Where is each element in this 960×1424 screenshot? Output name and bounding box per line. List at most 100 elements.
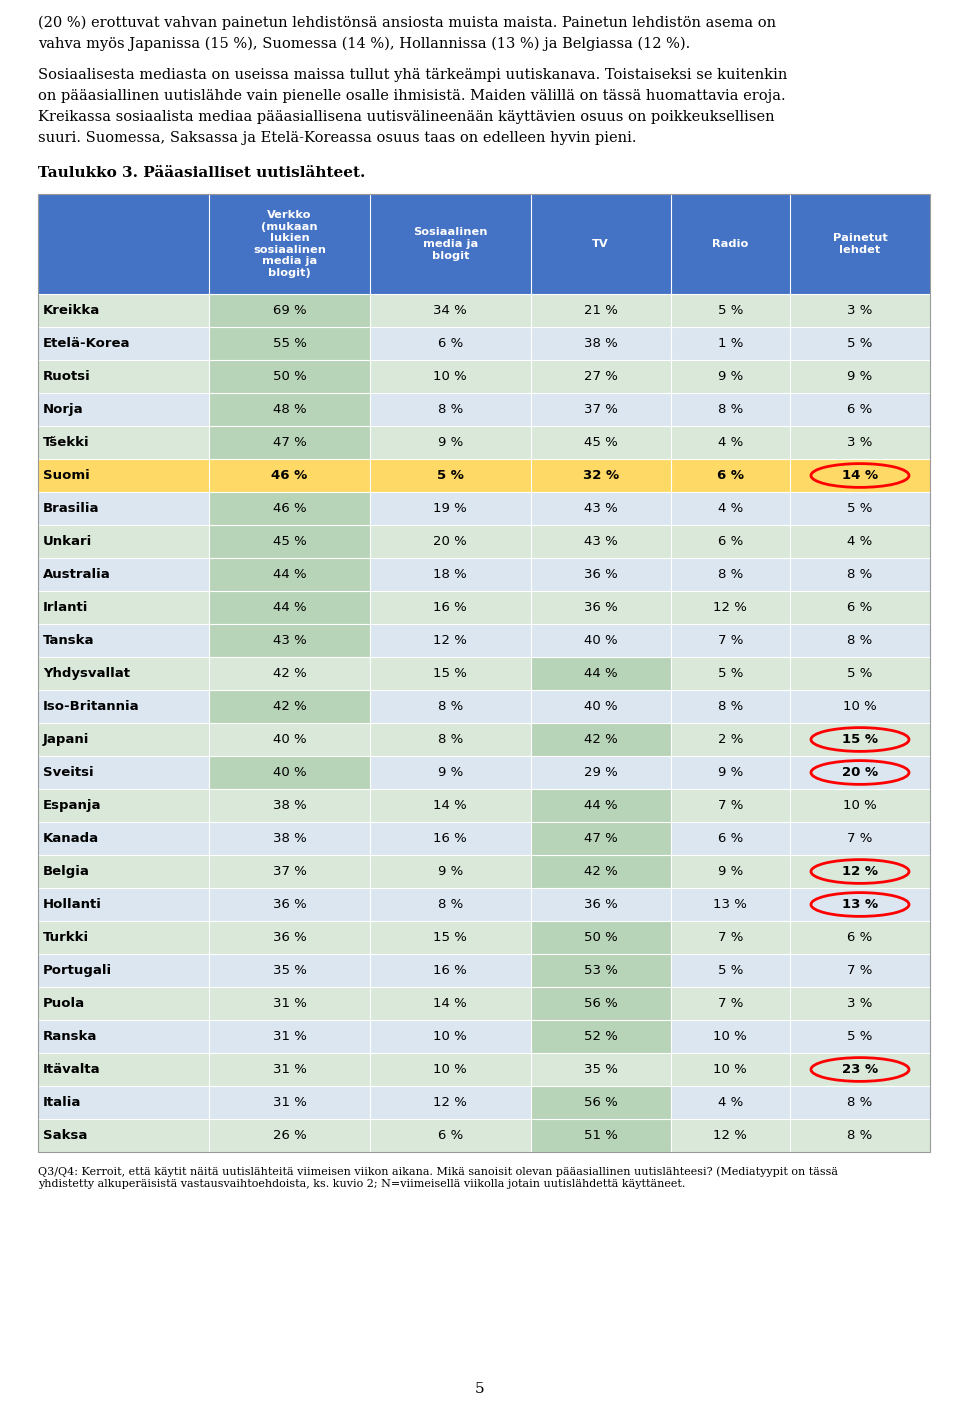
Text: 5 %: 5 % (718, 666, 743, 681)
Text: 20 %: 20 % (433, 535, 468, 548)
Text: 55 %: 55 % (273, 337, 306, 350)
Text: 5 %: 5 % (848, 1030, 873, 1042)
Text: 43 %: 43 % (584, 503, 617, 515)
Text: Puola: Puola (43, 997, 85, 1010)
FancyBboxPatch shape (38, 656, 930, 691)
Text: Espanja: Espanja (43, 799, 102, 812)
Text: 5 %: 5 % (718, 964, 743, 977)
Text: Kreikassa sosiaalista mediaa pääasiallisena uutisvälineenään käyttävien osuus on: Kreikassa sosiaalista mediaa pääasiallis… (38, 110, 775, 124)
Text: Belgia: Belgia (43, 864, 90, 879)
Text: Unkari: Unkari (43, 535, 92, 548)
FancyBboxPatch shape (38, 493, 930, 525)
FancyBboxPatch shape (38, 525, 930, 558)
Text: 32 %: 32 % (583, 468, 619, 481)
Text: 16 %: 16 % (433, 964, 468, 977)
FancyBboxPatch shape (38, 393, 930, 426)
Text: 3 %: 3 % (848, 997, 873, 1010)
Text: 37 %: 37 % (584, 403, 617, 416)
FancyBboxPatch shape (209, 293, 370, 328)
Text: 43 %: 43 % (273, 634, 306, 646)
Text: Ranska: Ranska (43, 1030, 97, 1042)
Text: Iso-Britannia: Iso-Britannia (43, 701, 139, 713)
Text: Turkki: Turkki (43, 931, 89, 944)
Text: Irlanti: Irlanti (43, 601, 88, 614)
Text: Sosiaalinen
media ja
blogit: Sosiaalinen media ja blogit (413, 228, 488, 261)
FancyBboxPatch shape (38, 723, 930, 756)
FancyBboxPatch shape (38, 1020, 930, 1052)
Text: Itävalta: Itävalta (43, 1062, 101, 1077)
Text: Sveitsi: Sveitsi (43, 766, 94, 779)
Text: 5: 5 (475, 1383, 485, 1396)
Text: 10 %: 10 % (843, 799, 876, 812)
FancyBboxPatch shape (38, 426, 930, 459)
Text: 2 %: 2 % (718, 733, 743, 746)
Text: 6 %: 6 % (848, 403, 873, 416)
Text: 8 %: 8 % (848, 568, 873, 581)
FancyBboxPatch shape (531, 789, 671, 822)
Text: TV: TV (592, 239, 609, 249)
Text: 10 %: 10 % (433, 370, 468, 383)
Text: Brasilia: Brasilia (43, 503, 100, 515)
Text: 42 %: 42 % (584, 733, 617, 746)
Text: 40 %: 40 % (273, 733, 306, 746)
Text: 6 %: 6 % (848, 931, 873, 944)
Text: 40 %: 40 % (584, 701, 617, 713)
Text: 8 %: 8 % (438, 403, 463, 416)
Text: Kanada: Kanada (43, 832, 99, 844)
Text: 56 %: 56 % (584, 997, 617, 1010)
FancyBboxPatch shape (38, 293, 930, 328)
Text: 8 %: 8 % (438, 899, 463, 911)
Text: Verkko
(mukaan
lukien
sosiaalinen
media ja
blogit): Verkko (mukaan lukien sosiaalinen media … (253, 209, 326, 278)
Text: 42 %: 42 % (273, 701, 306, 713)
Text: 34 %: 34 % (433, 303, 468, 318)
Text: Ruotsi: Ruotsi (43, 370, 91, 383)
Text: 44 %: 44 % (584, 799, 617, 812)
Text: 43 %: 43 % (584, 535, 617, 548)
FancyBboxPatch shape (209, 393, 370, 426)
Text: Taulukko 3. Pääasialliset uutislähteet.: Taulukko 3. Pääasialliset uutislähteet. (38, 167, 366, 179)
Text: 9 %: 9 % (718, 370, 743, 383)
Text: 12 %: 12 % (433, 634, 468, 646)
FancyBboxPatch shape (38, 889, 930, 921)
Text: 6 %: 6 % (718, 535, 743, 548)
Text: 8 %: 8 % (718, 403, 743, 416)
Text: 53 %: 53 % (584, 964, 617, 977)
Text: 12 %: 12 % (713, 1129, 747, 1142)
FancyBboxPatch shape (209, 360, 370, 393)
FancyBboxPatch shape (38, 558, 930, 591)
FancyBboxPatch shape (209, 426, 370, 459)
Text: 10 %: 10 % (433, 1062, 468, 1077)
Text: 16 %: 16 % (433, 832, 468, 844)
FancyBboxPatch shape (38, 691, 930, 723)
Text: 15 %: 15 % (433, 666, 468, 681)
FancyBboxPatch shape (38, 954, 930, 987)
Text: 8 %: 8 % (848, 634, 873, 646)
Text: Hollanti: Hollanti (43, 899, 102, 911)
Text: 27 %: 27 % (584, 370, 617, 383)
Text: 8 %: 8 % (438, 733, 463, 746)
Text: 46 %: 46 % (273, 503, 306, 515)
Text: 36 %: 36 % (273, 899, 306, 911)
FancyBboxPatch shape (209, 525, 370, 558)
Text: 3 %: 3 % (848, 436, 873, 449)
FancyBboxPatch shape (531, 822, 671, 854)
Text: 6 %: 6 % (438, 1129, 463, 1142)
Text: 23 %: 23 % (842, 1062, 878, 1077)
FancyBboxPatch shape (38, 1087, 930, 1119)
Text: Tanska: Tanska (43, 634, 94, 646)
Text: 4 %: 4 % (848, 535, 873, 548)
Text: 9 %: 9 % (438, 864, 463, 879)
Text: 35 %: 35 % (584, 1062, 617, 1077)
Text: 8 %: 8 % (718, 701, 743, 713)
Text: 69 %: 69 % (273, 303, 306, 318)
Text: 12 %: 12 % (842, 864, 878, 879)
Text: 36 %: 36 % (584, 601, 617, 614)
FancyBboxPatch shape (531, 723, 671, 756)
Text: 10 %: 10 % (433, 1030, 468, 1042)
Text: 56 %: 56 % (584, 1096, 617, 1109)
Text: 4 %: 4 % (718, 436, 743, 449)
Text: 38 %: 38 % (584, 337, 617, 350)
Text: 14 %: 14 % (842, 468, 878, 481)
FancyBboxPatch shape (531, 656, 671, 691)
FancyBboxPatch shape (531, 987, 671, 1020)
